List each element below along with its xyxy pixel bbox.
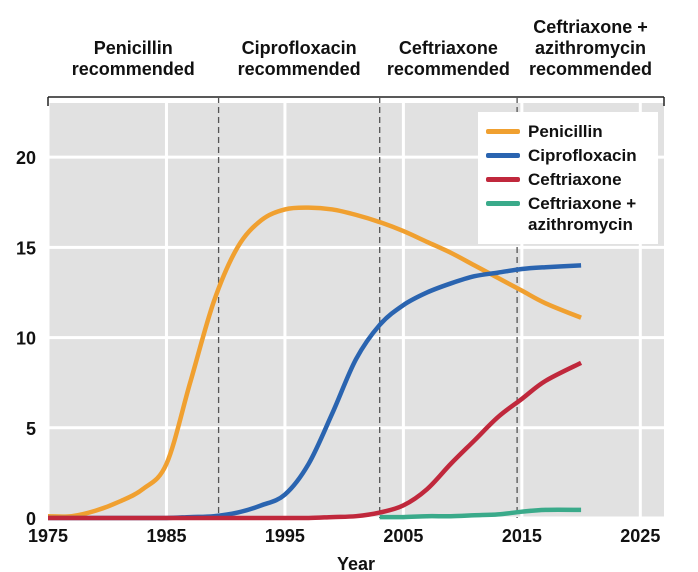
legend: Penicillin Ciprofloxacin Ceftriaxone Ceftri… [478, 112, 658, 244]
x-tick-label: 1995 [265, 526, 305, 546]
y-tick-label: 15 [16, 238, 36, 258]
legend-item: Ceftriaxone [486, 169, 654, 190]
legend-swatch [486, 201, 520, 206]
legend-item: Ceftriaxone + azithromycin [486, 193, 654, 235]
x-tick-label: 1985 [146, 526, 186, 546]
data-line [47, 205, 582, 519]
legend-item: Ciprofloxacin [486, 145, 654, 166]
data-line [48, 360, 583, 521]
y-tick-label: 0 [26, 509, 36, 529]
legend-item: Penicillin [486, 121, 654, 142]
x-tick-label: 2015 [502, 526, 542, 546]
period-label: Ceftriaxone + azithromycin recommended [529, 17, 653, 79]
period-label: Ceftriaxone recommended [386, 38, 510, 79]
legend-label: Ceftriaxone + azithromycin [528, 194, 637, 234]
data-line [379, 507, 582, 520]
period-label: Penicillin recommended [71, 38, 195, 79]
legend-swatch [486, 177, 520, 182]
legend-label: Ciprofloxacin [528, 146, 637, 165]
legend-swatch [486, 153, 520, 158]
legend-label: Ceftriaxone [528, 170, 622, 189]
y-tick-label: 20 [16, 148, 36, 168]
legend-swatch [486, 129, 520, 134]
period-label: Ciprofloxacin recommended [237, 38, 361, 79]
x-axis-label: Year [337, 554, 375, 572]
x-tick-label: 2005 [383, 526, 423, 546]
x-tick-label: 1975 [28, 526, 68, 546]
y-tick-label: 5 [26, 419, 36, 439]
legend-label: Penicillin [528, 122, 603, 141]
x-tick-label: 2025 [620, 526, 660, 546]
y-tick-label: 10 [16, 329, 36, 349]
